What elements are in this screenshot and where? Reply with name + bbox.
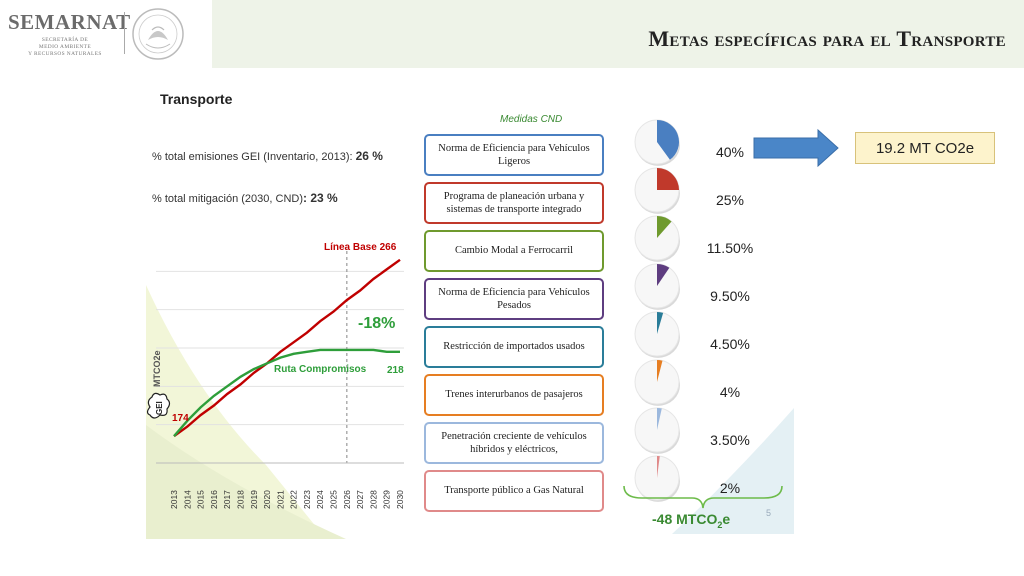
total-sub: 2	[717, 519, 723, 530]
x-tick-label: 2025	[329, 490, 339, 509]
x-tick-label: 2014	[182, 490, 192, 509]
logo-text: SEMARNAT	[8, 10, 131, 34]
x-tick-label: 2029	[382, 490, 392, 509]
logo: SEMARNAT SECRETARÍA DE MEDIO AMBIENTE Y …	[0, 0, 212, 68]
emissions-chart: 2013 2014 2015 2016 2017 2018 2019 2020 2021 2022…	[146, 242, 405, 539]
measure-box: Transporte público a Gas Natural	[424, 470, 604, 512]
pie-chart	[634, 359, 680, 406]
pie-slice	[657, 216, 672, 238]
pie-slice	[657, 456, 660, 478]
baseline-label: Línea Base 266	[324, 242, 397, 253]
total-suffix: e	[722, 511, 731, 527]
measure-box: Cambio Modal a Ferrocarril	[424, 230, 604, 272]
measure-box: Norma de Eficiencia para Vehículos Liger…	[424, 134, 604, 176]
percent-label: 4%	[719, 384, 741, 400]
start-value-label: 174	[172, 413, 189, 424]
stat-mitigation-label: % total mitigación (2030, CND)	[152, 193, 304, 205]
panel-bg-wedge	[672, 408, 794, 534]
percent-label: 4.50%	[710, 336, 750, 352]
gei-label: GEI	[155, 401, 164, 415]
x-tick-label: 2021	[275, 490, 285, 509]
measure-box: Norma de Eficiencia para Vehículos Pesad…	[424, 278, 604, 320]
percent-label: 2%	[719, 480, 741, 496]
footer-note: 5	[766, 508, 772, 518]
pie-slice	[657, 120, 679, 160]
x-tick-label: 2016	[209, 490, 219, 509]
chart-bg-wedge-2	[146, 425, 346, 539]
percent-label: 3.50%	[710, 432, 750, 448]
x-tick-label: 2028	[368, 490, 378, 509]
logo-subtitle-1: SECRETARÍA DE	[41, 37, 89, 43]
measure-box: Trenes interurbanos de pasajeros	[424, 374, 604, 416]
measures-label: Medidas CND	[500, 114, 563, 125]
percent-label: 9.50%	[710, 288, 750, 304]
route-end-label: 218	[387, 365, 404, 376]
percent-label: 11.50%	[706, 240, 754, 256]
chart-series	[173, 258, 401, 438]
right-arrow-icon	[753, 128, 839, 168]
stat-mitigation-value: : 23 %	[303, 191, 338, 205]
chart-annotations: Línea Base 266 -18% Ruta Compromisos 218…	[146, 242, 404, 424]
total-label: -48 MTCO	[652, 511, 718, 527]
x-tick-label: 2026	[342, 490, 352, 509]
total-mitigation: -48 MTCO2e	[652, 511, 730, 530]
x-tick-label: 2030	[395, 490, 405, 509]
x-tick-label: 2015	[196, 490, 206, 509]
measure-box: Programa de planeación urbana y sistemas…	[424, 182, 604, 224]
pie-slice	[657, 360, 663, 382]
x-tick-label: 2018	[235, 490, 245, 509]
callout-box: 19.2 MT CO2e	[855, 132, 995, 164]
x-tick-label: 2022	[289, 490, 299, 509]
pie-slice	[657, 264, 670, 286]
stat-mitigation: % total mitigación (2030, CND): 23 %	[152, 191, 338, 205]
pie-charts	[634, 119, 680, 502]
pie-chart	[634, 263, 680, 310]
x-tick-label: 2017	[222, 490, 232, 509]
pie-chart	[634, 455, 680, 502]
pie-slice	[657, 312, 664, 334]
percent-label: 25%	[715, 192, 745, 208]
x-tick-label: 2027	[355, 490, 365, 509]
measure-box: Penetración creciente de vehículos híbri…	[424, 422, 604, 464]
reduction-label: -18%	[358, 315, 395, 332]
logo-subtitle-2: MEDIO AMBIENTE	[38, 44, 92, 50]
page-title: Metas específicas para el Transporte	[648, 26, 1006, 51]
x-tick-labels: 2013 2014 2015 2016 2017 2018 2019 2020 2021 2022…	[169, 490, 405, 509]
stat-emissions-label: % total emisiones GEI (Inventario, 2013)…	[152, 151, 356, 163]
percent-label: 40%	[715, 144, 745, 160]
pie-slice	[657, 408, 662, 430]
chart-grid	[156, 251, 404, 464]
measure-box: Restricción de importados usados	[424, 326, 604, 368]
sum-brace-icon	[623, 485, 783, 509]
national-seal-icon	[132, 8, 184, 60]
route-series	[173, 348, 400, 437]
stat-emissions-value: 26 %	[355, 149, 383, 163]
logo-subtitle-3: Y RECURSOS NATURALES	[28, 51, 102, 57]
pie-slice	[657, 168, 679, 190]
pie-panel	[634, 119, 794, 534]
route-label: Ruta Compromisos	[274, 364, 367, 375]
pie-chart	[634, 311, 680, 358]
gei-cloud-icon: GEI	[146, 392, 171, 419]
pie-chart	[634, 119, 680, 166]
stat-emissions: % total emisiones GEI (Inventario, 2013)…	[152, 149, 383, 163]
x-tick-label: 2013	[169, 490, 179, 509]
y-axis-label: MTCO2e	[152, 350, 162, 387]
baseline-series	[173, 258, 401, 438]
x-tick-label: 2020	[262, 490, 272, 509]
pie-chart	[634, 215, 680, 262]
x-tick-label: 2024	[315, 490, 325, 509]
logo-divider	[124, 12, 125, 54]
pie-chart	[634, 167, 680, 214]
x-tick-label: 2019	[249, 490, 259, 509]
x-tick-label: 2023	[302, 490, 312, 509]
pie-chart	[634, 407, 680, 454]
section-title: Transporte	[160, 91, 233, 107]
